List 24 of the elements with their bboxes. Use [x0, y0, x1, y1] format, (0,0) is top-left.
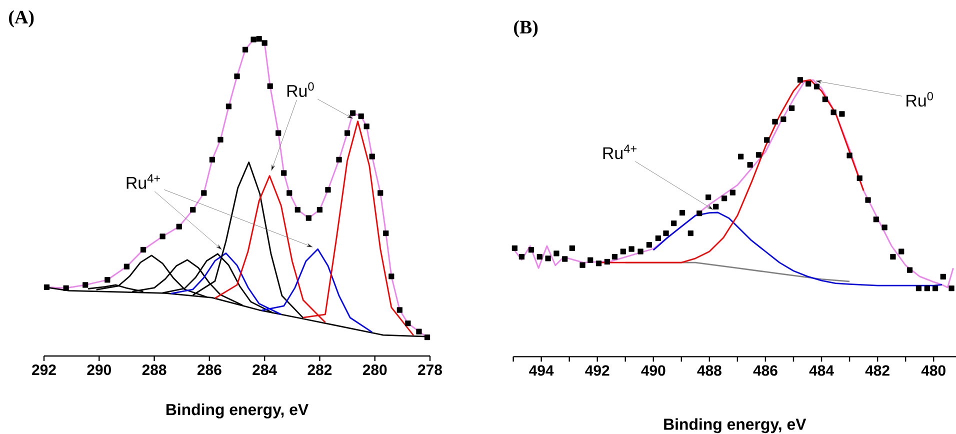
x-tick-label: 494 — [529, 365, 554, 376]
chart-title: (B) — [514, 20, 538, 38]
x-tick-label: 292 — [32, 364, 56, 376]
x-tick-label: 278 — [418, 364, 442, 376]
x-tick-label: 286 — [197, 364, 222, 376]
annotation: Ru$^{0}$ — [906, 92, 933, 107]
x-tick-label: 288 — [142, 364, 166, 376]
x-axis-title: Binding energy, eV — [664, 418, 806, 434]
x-tick-label: 486 — [753, 365, 778, 376]
x-tick-label: 290 — [87, 364, 111, 376]
annotation: Ru$^{4+}$ — [603, 144, 637, 160]
x-tick-label: 482 — [865, 365, 890, 376]
x-tick-label: 480 — [921, 365, 946, 376]
x-axis-title: Binding energy, eV — [166, 404, 308, 418]
x-tick-label: 492 — [585, 365, 610, 376]
chart-title: (A) — [9, 10, 34, 28]
x-tick-label: 490 — [641, 365, 666, 376]
annotation: Ru$^{4+}$ — [126, 174, 160, 189]
x-tick-label: 282 — [308, 364, 332, 376]
x-tick-label: 488 — [697, 365, 722, 376]
x-tick-label: 484 — [809, 365, 834, 376]
x-tick-label: 280 — [362, 364, 387, 376]
annotation: Ru$^{0}$ — [287, 82, 314, 97]
x-tick-label: 284 — [252, 364, 277, 376]
